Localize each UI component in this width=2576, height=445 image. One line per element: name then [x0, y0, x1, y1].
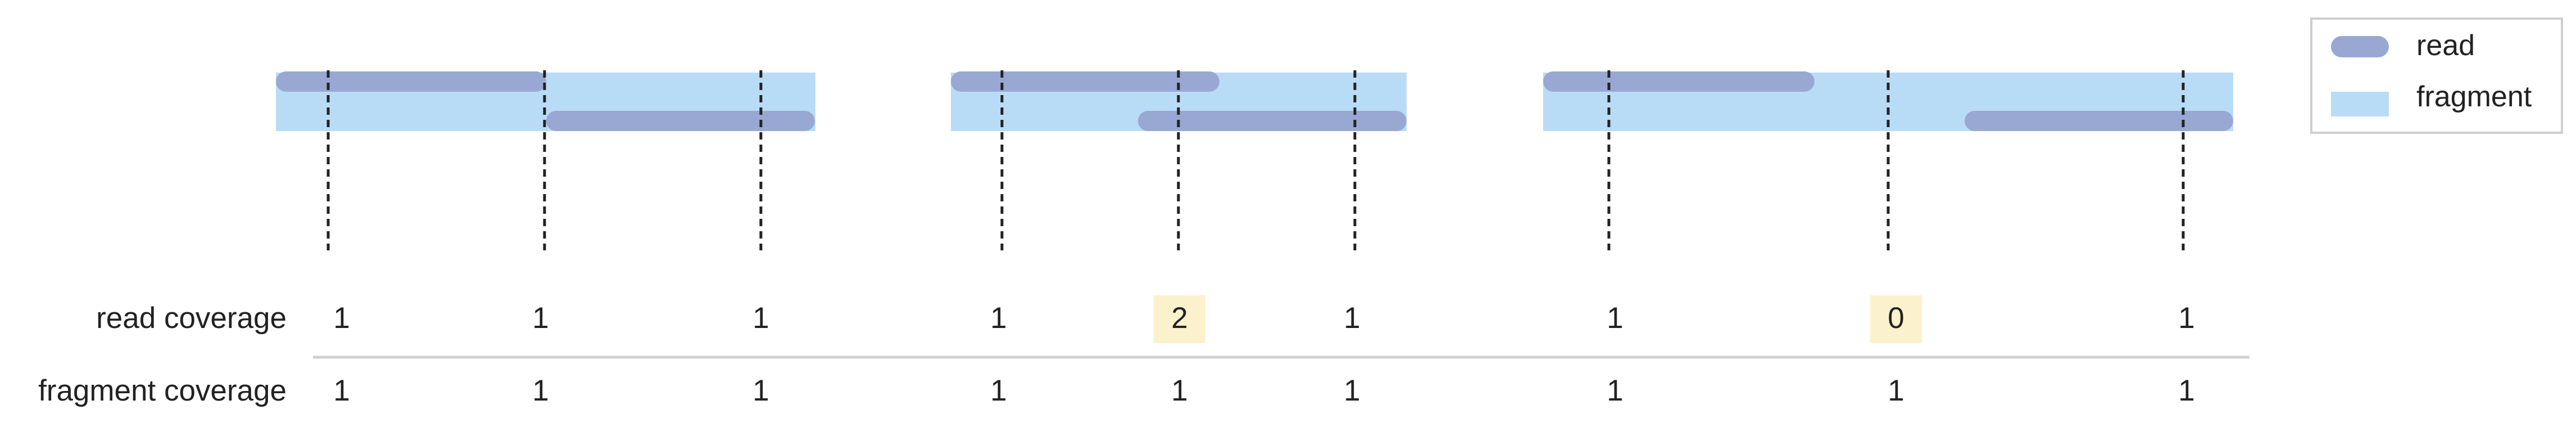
read-bar	[951, 71, 1219, 92]
row-label-read-coverage: read coverage	[96, 302, 287, 335]
coverage-highlight	[1870, 295, 1922, 343]
read-coverage-value: 1	[2178, 302, 2194, 335]
panel-3	[1543, 70, 2233, 250]
read-bar	[1138, 111, 1407, 131]
read-coverage-value: 1	[1344, 302, 1360, 335]
legend-fragment-swatch	[2331, 92, 2389, 116]
panel-2	[951, 70, 1407, 250]
coverage-highlight	[1154, 295, 1205, 343]
read-coverage-value: 0	[1888, 302, 1904, 335]
read-coverage-value: 1	[990, 302, 1006, 335]
fragment-coverage-value: 1	[752, 374, 769, 407]
panel-1	[276, 70, 815, 250]
fragment-coverage-value: 1	[532, 374, 548, 407]
read-bar	[546, 111, 815, 131]
fragment-coverage-value: 1	[333, 374, 350, 407]
fragment-coverage-value: 1	[1171, 374, 1187, 407]
read-coverage-value: 2	[1171, 302, 1187, 335]
read-coverage-value: 1	[333, 302, 350, 335]
read-coverage-value: 1	[1607, 302, 1623, 335]
read-bar	[1543, 71, 1815, 92]
read-bar	[1965, 111, 2233, 131]
read-coverage-value: 1	[752, 302, 769, 335]
read-coverage-value: 1	[532, 302, 548, 335]
read-bar	[276, 71, 546, 92]
legend-read-label: read	[2416, 29, 2475, 62]
legend: read fragment	[2310, 17, 2563, 134]
fragment-coverage-value: 1	[1888, 374, 1904, 407]
row-label-fragment-coverage: fragment coverage	[38, 374, 287, 407]
legend-read-swatch	[2331, 36, 2389, 57]
fragment-coverage-value: 1	[2178, 374, 2194, 407]
legend-fragment-label: fragment	[2416, 80, 2532, 113]
fragment-coverage-value: 1	[1344, 374, 1360, 407]
fragment-coverage-value: 1	[1607, 374, 1623, 407]
fragment-coverage-value: 1	[990, 374, 1006, 407]
